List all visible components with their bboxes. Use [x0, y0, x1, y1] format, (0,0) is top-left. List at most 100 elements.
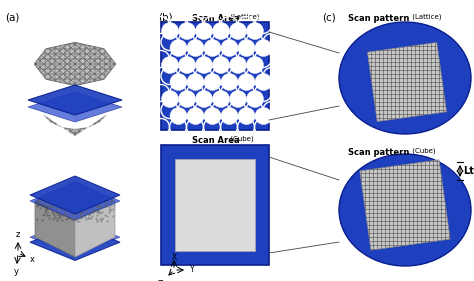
Point — [44, 183, 52, 188]
Point — [79, 180, 86, 185]
Point — [94, 201, 102, 206]
Point — [44, 204, 51, 209]
Point — [61, 198, 68, 202]
Point — [95, 201, 102, 205]
Point — [61, 209, 69, 214]
Point — [94, 209, 101, 213]
Point — [96, 216, 103, 221]
Point — [34, 192, 41, 197]
Point — [78, 211, 86, 215]
Point — [90, 210, 97, 215]
Point — [73, 203, 81, 208]
Point — [64, 190, 72, 194]
Point — [40, 202, 47, 206]
Point — [75, 186, 83, 190]
Point — [43, 206, 50, 211]
Point — [89, 210, 96, 214]
Point — [51, 205, 58, 209]
Circle shape — [179, 22, 195, 40]
Point — [69, 208, 77, 212]
Point — [103, 187, 110, 192]
Point — [56, 191, 64, 196]
Point — [55, 216, 62, 221]
Point — [82, 205, 90, 210]
Point — [40, 198, 47, 203]
Point — [68, 205, 75, 210]
Point — [77, 211, 84, 215]
Point — [50, 212, 57, 217]
Point — [82, 217, 89, 221]
Point — [106, 184, 114, 189]
Point — [44, 181, 51, 185]
Point — [64, 190, 72, 194]
Point — [96, 187, 103, 192]
Point — [84, 197, 91, 201]
Point — [85, 212, 93, 217]
Point — [91, 186, 98, 190]
Point — [86, 202, 93, 207]
Point — [100, 200, 108, 205]
Point — [84, 185, 92, 189]
Point — [66, 196, 73, 200]
Point — [87, 183, 94, 188]
Point — [78, 211, 86, 215]
Point — [59, 212, 66, 217]
Point — [47, 181, 55, 185]
Point — [60, 198, 67, 203]
Point — [76, 194, 83, 199]
Point — [35, 200, 42, 205]
Point — [83, 180, 91, 185]
Point — [65, 196, 73, 201]
Point — [94, 208, 101, 212]
Point — [44, 181, 51, 185]
Point — [41, 197, 48, 201]
Point — [96, 216, 103, 221]
Circle shape — [221, 108, 238, 124]
Circle shape — [204, 74, 221, 90]
Point — [66, 215, 74, 219]
Point — [106, 207, 114, 211]
Point — [49, 192, 57, 196]
Point — [38, 218, 46, 223]
Point — [53, 207, 60, 212]
Point — [109, 214, 117, 219]
Point — [35, 199, 42, 203]
Point — [82, 217, 89, 221]
Point — [33, 217, 41, 222]
Point — [33, 203, 40, 208]
Point — [45, 198, 52, 202]
Point — [72, 202, 79, 207]
Point — [91, 195, 99, 200]
Point — [62, 206, 69, 211]
Point — [105, 193, 113, 198]
Point — [47, 205, 55, 209]
Point — [39, 183, 46, 187]
Point — [78, 212, 85, 217]
Circle shape — [187, 74, 204, 90]
Point — [50, 211, 57, 215]
Point — [36, 202, 44, 207]
Point — [68, 209, 75, 214]
Point — [36, 197, 43, 201]
Point — [64, 204, 72, 209]
Point — [43, 213, 50, 217]
Circle shape — [179, 56, 195, 74]
Point — [52, 183, 59, 188]
Point — [87, 182, 94, 186]
Point — [84, 185, 92, 189]
Point — [50, 211, 57, 215]
Point — [39, 180, 47, 184]
Point — [105, 195, 113, 200]
Point — [79, 198, 86, 203]
Circle shape — [255, 40, 272, 56]
Point — [99, 179, 106, 183]
Point — [106, 208, 114, 213]
Point — [78, 211, 86, 215]
Point — [55, 179, 63, 184]
Circle shape — [221, 40, 238, 56]
Point — [75, 194, 83, 198]
Point — [92, 216, 100, 220]
Point — [80, 184, 87, 189]
Point — [97, 191, 104, 195]
Point — [56, 191, 64, 196]
